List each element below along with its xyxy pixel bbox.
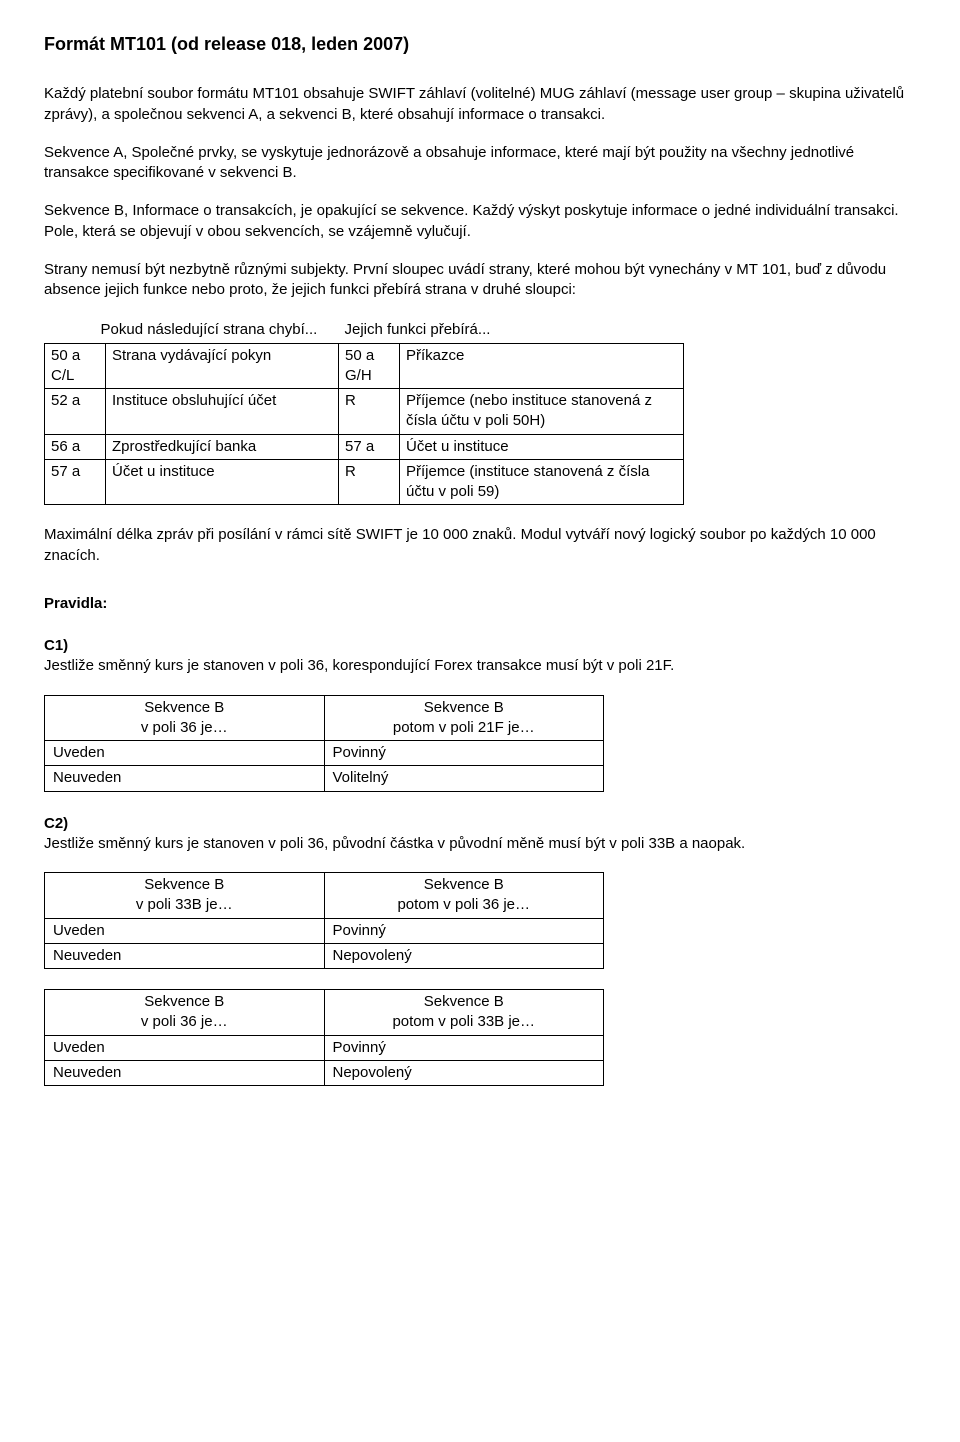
intro-para-4: Strany nemusí být nezbytně různými subje…: [44, 260, 916, 301]
intro-para-2: Sekvence A, Společné prvky, se vyskytuje…: [44, 143, 916, 184]
cell: Příjemce (nebo instituce stanovená z čís…: [400, 389, 684, 435]
parties-table-header-left: Pokud následující strana chybí...: [45, 318, 339, 343]
text: Sekvence B: [424, 876, 504, 893]
text: Sekvence B: [424, 993, 504, 1010]
cell: 56 a: [45, 434, 106, 459]
cell: Uveden: [45, 1035, 325, 1060]
cell: Uveden: [45, 741, 325, 766]
intro-para-1: Každý platební soubor formátu MT101 obsa…: [44, 84, 916, 125]
rule-c1-text: Jestliže směnný kurs je stanoven v poli …: [44, 656, 916, 676]
rule-c1-table: Sekvence B v poli 36 je… Sekvence B poto…: [44, 695, 604, 792]
page-title: Formát MT101 (od release 018, leden 2007…: [44, 32, 916, 56]
table-row: Neuveden Volitelný: [45, 766, 604, 791]
cell: Povinný: [324, 918, 604, 943]
cell: Instituce obsluhující účet: [106, 389, 339, 435]
table-row: Uveden Povinný: [45, 918, 604, 943]
table-row: 50 a C/L Strana vydávající pokyn 50 a G/…: [45, 343, 684, 389]
table-row: 52 a Instituce obsluhující účet R Příjem…: [45, 389, 684, 435]
text: v poli 36 je…: [141, 1013, 228, 1030]
cell: 50 a G/H: [339, 343, 400, 389]
table-row: Uveden Povinný: [45, 1035, 604, 1060]
table-row: Uveden Povinný: [45, 741, 604, 766]
rule-c2-id: C2): [44, 814, 916, 834]
cell: Sekvence B v poli 36 je…: [45, 990, 325, 1036]
cell: Neuveden: [45, 943, 325, 968]
rules-heading: Pravidla:: [44, 594, 916, 614]
cell: Neuveden: [45, 766, 325, 791]
text: potom v poli 21F je…: [393, 719, 535, 736]
cell: Účet u instituce: [106, 459, 339, 505]
rule-c2-table-1: Sekvence B v poli 33B je… Sekvence B pot…: [44, 872, 604, 969]
cell: R: [339, 459, 400, 505]
cell: Zprostředkující banka: [106, 434, 339, 459]
table-row: 56 a Zprostředkující banka 57 a Účet u i…: [45, 434, 684, 459]
cell: Účet u instituce: [400, 434, 684, 459]
cell: R: [339, 389, 400, 435]
intro-para-3: Sekvence B, Informace o transakcích, je …: [44, 201, 916, 242]
cell: Sekvence B v poli 36 je…: [45, 695, 325, 741]
cell: Příkazce: [400, 343, 684, 389]
max-length-para: Maximální délka zpráv při posílání v rám…: [44, 525, 916, 566]
table-row: 57 a Účet u instituce R Příjemce (instit…: [45, 459, 684, 505]
cell: Nepovolený: [324, 1060, 604, 1085]
text: Sekvence B: [144, 699, 224, 716]
cell: Uveden: [45, 918, 325, 943]
table-row: Neuveden Nepovolený: [45, 943, 604, 968]
text: Sekvence B: [144, 993, 224, 1010]
rule-c2-table-2: Sekvence B v poli 36 je… Sekvence B poto…: [44, 989, 604, 1086]
cell: Příjemce (instituce stanovená z čísla úč…: [400, 459, 684, 505]
text: v poli 33B je…: [136, 896, 233, 913]
parties-table: Pokud následující strana chybí... Jejich…: [44, 318, 684, 505]
cell: Strana vydávající pokyn: [106, 343, 339, 389]
cell: Sekvence B potom v poli 36 je…: [324, 873, 604, 919]
cell: Neuveden: [45, 1060, 325, 1085]
text: Sekvence B: [424, 699, 504, 716]
cell: 57 a: [45, 459, 106, 505]
text: potom v poli 33B je…: [392, 1013, 535, 1030]
rule-c1-id: C1): [44, 636, 916, 656]
cell: Povinný: [324, 1035, 604, 1060]
table-row: Neuveden Nepovolený: [45, 1060, 604, 1085]
cell: Volitelný: [324, 766, 604, 791]
text: v poli 36 je…: [141, 719, 228, 736]
cell: Sekvence B potom v poli 33B je…: [324, 990, 604, 1036]
cell: Povinný: [324, 741, 604, 766]
parties-table-header-right: Jejich funkci přebírá...: [339, 318, 684, 343]
rule-c2-text: Jestliže směnný kurs je stanoven v poli …: [44, 834, 916, 854]
cell: 50 a C/L: [45, 343, 106, 389]
cell: Sekvence B v poli 33B je…: [45, 873, 325, 919]
text: Sekvence B: [144, 876, 224, 893]
cell: Sekvence B potom v poli 21F je…: [324, 695, 604, 741]
text: potom v poli 36 je…: [397, 896, 530, 913]
cell: Nepovolený: [324, 943, 604, 968]
cell: 57 a: [339, 434, 400, 459]
cell: 52 a: [45, 389, 106, 435]
